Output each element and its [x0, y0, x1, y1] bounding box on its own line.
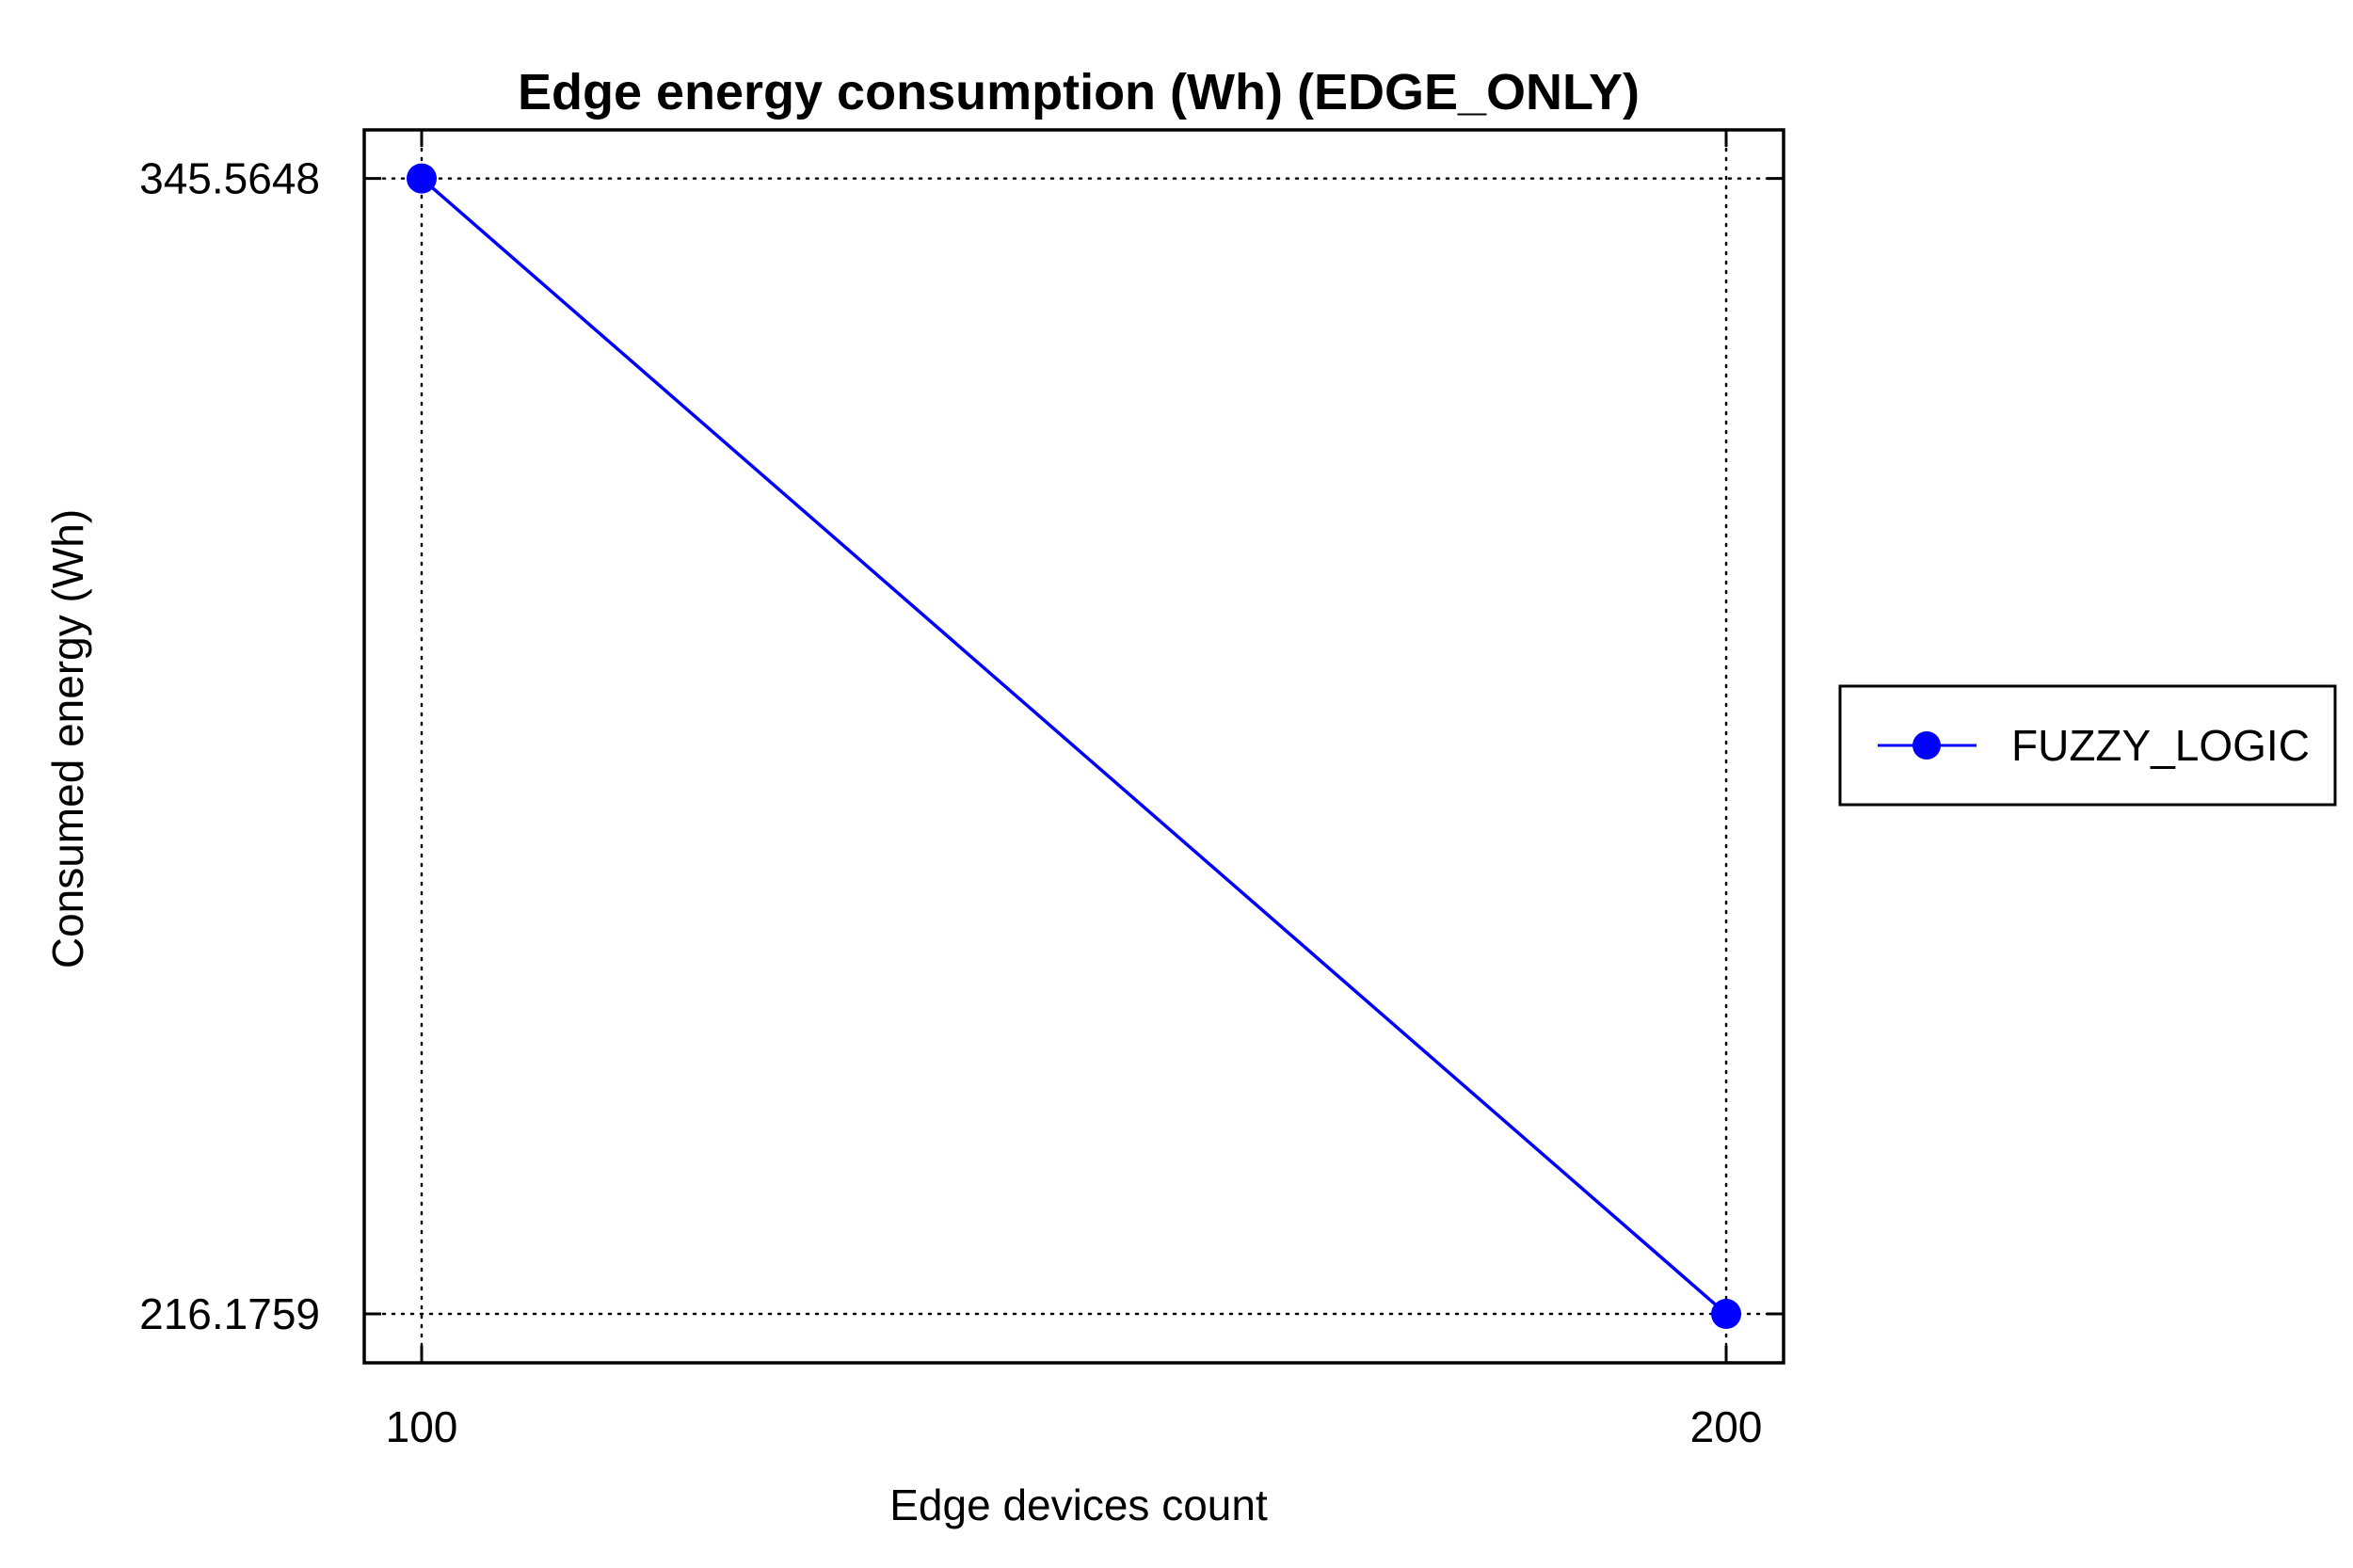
y-tick-label: 216.1759: [139, 1289, 320, 1338]
grid-lines: [362, 128, 1785, 1365]
chart-title: Edge energy consumption (Wh) (EDGE_ONLY): [518, 64, 1640, 120]
series-layer: [406, 163, 1742, 1330]
x-tick-label: 200: [1690, 1402, 1763, 1451]
y-tick-label: 345.5648: [139, 154, 320, 203]
tick-labels: 100 200 345.5648 216.1759: [139, 154, 1762, 1451]
y-axis-label: Consumed energy (Wh): [43, 509, 92, 968]
plot-frame: [362, 128, 1785, 1365]
data-point: [1711, 1299, 1742, 1330]
series-line-fuzzy-logic: [420, 177, 1728, 1316]
x-axis-label: Edge devices count: [889, 1480, 1268, 1529]
x-tick-label: 100: [386, 1402, 458, 1451]
legend-marker-fuzzy-logic: [1913, 731, 1941, 760]
legend-label-fuzzy-logic: FUZZY_LOGIC: [2011, 721, 2310, 770]
axis-ticks: [364, 130, 1784, 1363]
data-point: [406, 163, 437, 194]
legend: FUZZY_LOGIC: [1838, 684, 2337, 807]
